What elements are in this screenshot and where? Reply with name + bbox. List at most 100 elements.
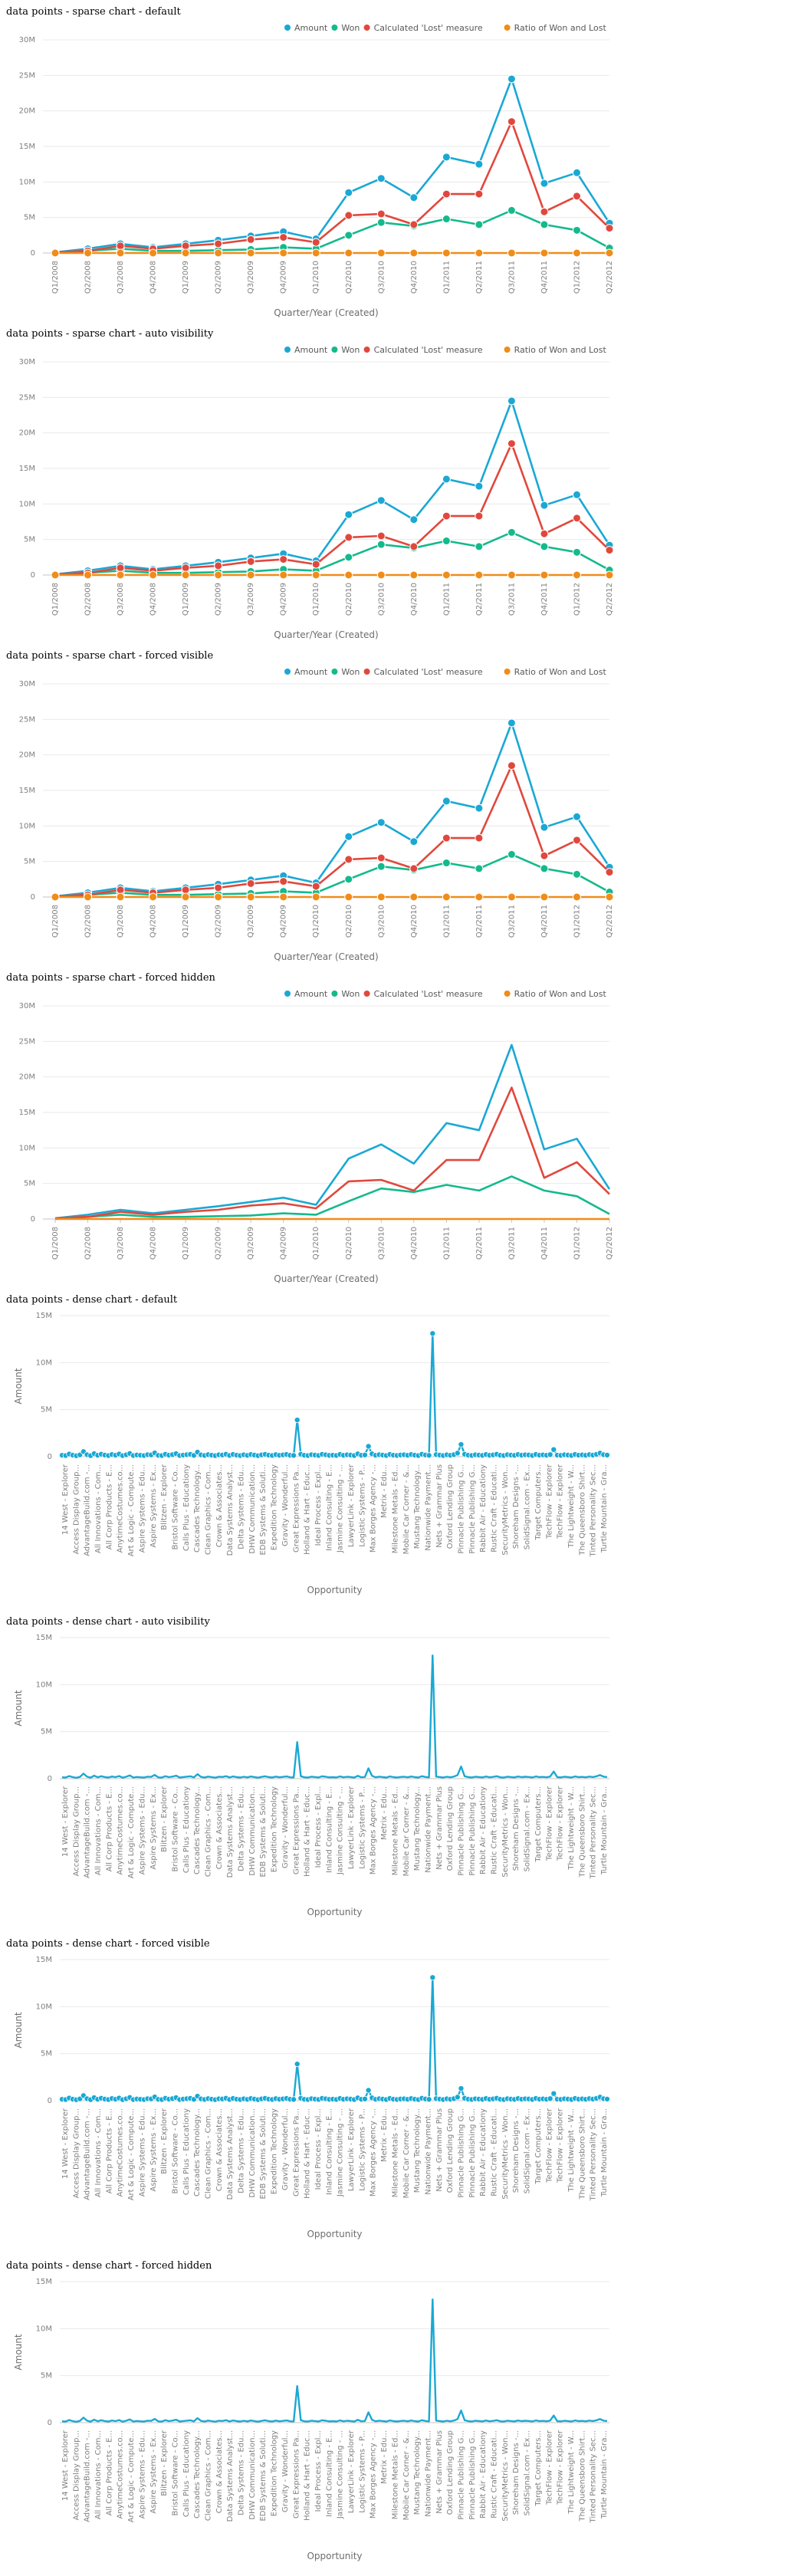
- x-tick-label: Q2/2010: [345, 261, 353, 294]
- x-tick-label: Nets + Grammar Plus: [435, 1464, 444, 1548]
- x-tick-label: 14 West - Explorer: [61, 2430, 70, 2501]
- x-tick-label: The Lightweight - W...: [567, 1786, 576, 1871]
- x-tick-label: Tinted Personality Sec...: [590, 1786, 598, 1879]
- x-tick-label: Metrix - Edu...: [380, 1464, 389, 1518]
- x-tick-label: Access Display Group...: [72, 2430, 80, 2520]
- x-tick-label: Metrix - Edu...: [380, 2430, 389, 2484]
- data-point: [84, 248, 93, 258]
- data-point: [376, 570, 386, 580]
- x-tick-label: Q3/2010: [377, 905, 386, 938]
- data-point: [344, 248, 353, 258]
- x-tick-label: Oxford Lending Group: [446, 2108, 455, 2193]
- x-tick-label: Gravity - Wonderful...: [281, 1464, 290, 1546]
- x-tick-label: Q3/2008: [117, 905, 125, 938]
- legend-marker: [331, 25, 338, 31]
- data-point: [550, 2090, 557, 2097]
- data-point: [409, 892, 419, 902]
- x-tick-label: TechFlow - Explorer: [545, 2108, 553, 2183]
- data-point: [376, 531, 386, 540]
- x-axis-title: Quarter/Year (Created): [274, 307, 378, 318]
- x-tick-label: Milestone Metals - Ed...: [391, 1464, 399, 1553]
- x-tick-label: Cascades Technology...: [193, 2430, 202, 2518]
- y-tick-label: 5M: [41, 2372, 52, 2380]
- y-tick-label: 20M: [19, 107, 35, 116]
- x-tick-label: Rustic Craft - Educati...: [491, 1786, 499, 1875]
- legend-marker: [284, 669, 291, 675]
- data-point: [475, 481, 484, 491]
- chart-panel-sparse-forced-hidden: data points - sparse chart - forced hidd…: [0, 966, 785, 1288]
- x-tick-label: Q3/2011: [507, 583, 516, 616]
- x-tick-label: Aspire Systems - Ex...: [149, 2430, 158, 2514]
- x-tick-label: Pinnacle Publishing G...: [468, 1786, 477, 1876]
- data-point: [605, 546, 614, 555]
- legend-label: Won: [341, 345, 360, 355]
- data-point: [475, 542, 484, 551]
- x-tick-label: Pinnacle Publishing G...: [468, 1464, 477, 1554]
- line-chart: 0 5M 10M 15M 20M 25M 30M Q1/2008 Q2/2008 Q3/2008 Q…: [19, 989, 614, 1284]
- x-tick-label: Cascades Technology...: [193, 2108, 202, 2196]
- chart-panel-dense-auto-visibility: data points - dense chart - auto visibil…: [0, 1610, 785, 1932]
- data-point: [540, 864, 549, 873]
- x-tick-label: 14 West - Explorer: [61, 1464, 70, 1535]
- x-tick-label: Q4/2010: [410, 905, 419, 938]
- legend-label: Won: [341, 23, 360, 33]
- x-tick-label: SecurityMetrics - Won...: [501, 1786, 510, 1878]
- x-tick-label: Q3/2008: [117, 261, 125, 294]
- data-point: [116, 248, 125, 258]
- series-line: [61, 1976, 608, 2101]
- x-tick-label: Inland Consulting - E...: [325, 1786, 333, 1873]
- x-tick-label: AnytimeCostumes.co...: [117, 1786, 125, 1875]
- y-tick-label: 10M: [19, 178, 35, 186]
- x-tick-label: Target Computers...: [534, 1786, 543, 1863]
- x-tick-label: Holland & Hart - Educ...: [304, 2430, 312, 2521]
- x-tick-label: SolidSignal.com - Ex...: [524, 2108, 532, 2193]
- x-tick-label: Pinnacle Publishing G...: [468, 2108, 477, 2198]
- x-tick-label: Data Systems Analyst...: [226, 1786, 235, 1878]
- x-tick-label: Q1/2012: [573, 583, 581, 616]
- data-point: [507, 718, 516, 728]
- data-point: [376, 218, 386, 227]
- x-tick-label: Crown & Associates...: [215, 1786, 224, 1869]
- data-point: [547, 1451, 553, 1458]
- chart-title: data points - dense chart - forced visib…: [6, 1938, 210, 1950]
- chart-panel-sparse-auto-visibility: data points - sparse chart - auto visibi…: [0, 322, 785, 644]
- x-tick-label: Q3/2011: [507, 1227, 516, 1260]
- data-point: [181, 248, 190, 258]
- data-point: [311, 238, 320, 247]
- data-point: [604, 2095, 611, 2102]
- data-point: [442, 797, 451, 806]
- x-tick-label: All Innovations - Com...: [94, 1464, 103, 1553]
- y-tick-label: 15M: [36, 1312, 52, 1320]
- x-tick-label: Expedition Technology: [271, 2430, 279, 2516]
- line-chart: 0 5M 10M 15M 14 West - Explorer Access Displa…: [13, 1634, 609, 1917]
- x-tick-label: Crown & Associates...: [215, 1464, 224, 1547]
- x-tick-label: Clean Graphics - Com...: [205, 2108, 213, 2199]
- x-tick-label: Logistic Systems - P...: [358, 2108, 366, 2191]
- data-point: [376, 853, 386, 863]
- legend-marker: [284, 991, 291, 997]
- y-tick-label: 10M: [36, 1681, 52, 1689]
- x-tick-label: Logistic Systems - P...: [358, 1464, 366, 1547]
- x-tick-label: Nets + Grammar Plus: [435, 2430, 444, 2514]
- data-point: [442, 537, 451, 546]
- data-point: [344, 553, 353, 562]
- x-tick-label: Tinted Personality Sec...: [590, 2108, 598, 2201]
- x-tick-label: Aspire Systems - Ex...: [149, 1786, 158, 1870]
- data-point: [442, 153, 451, 162]
- x-tick-label: Pinnacle Publishing G...: [457, 1464, 465, 1554]
- data-point: [246, 235, 255, 244]
- data-point: [475, 864, 484, 873]
- series-line: [54, 721, 611, 898]
- y-tick-label: 10M: [19, 1144, 35, 1152]
- y-tick-label: 5M: [24, 858, 35, 866]
- legend-marker: [363, 991, 370, 997]
- x-tick-label: Calls Plus - Educationy: [182, 1464, 191, 1551]
- data-point: [344, 570, 353, 580]
- x-tick-label: Data Systems Analyst...: [226, 2108, 235, 2200]
- data-point: [376, 174, 386, 183]
- data-point: [344, 188, 353, 197]
- data-point: [442, 511, 451, 521]
- data-point: [475, 570, 484, 580]
- data-point: [344, 231, 353, 240]
- x-tick-label: Mobile Car Corner - &...: [402, 1464, 411, 1554]
